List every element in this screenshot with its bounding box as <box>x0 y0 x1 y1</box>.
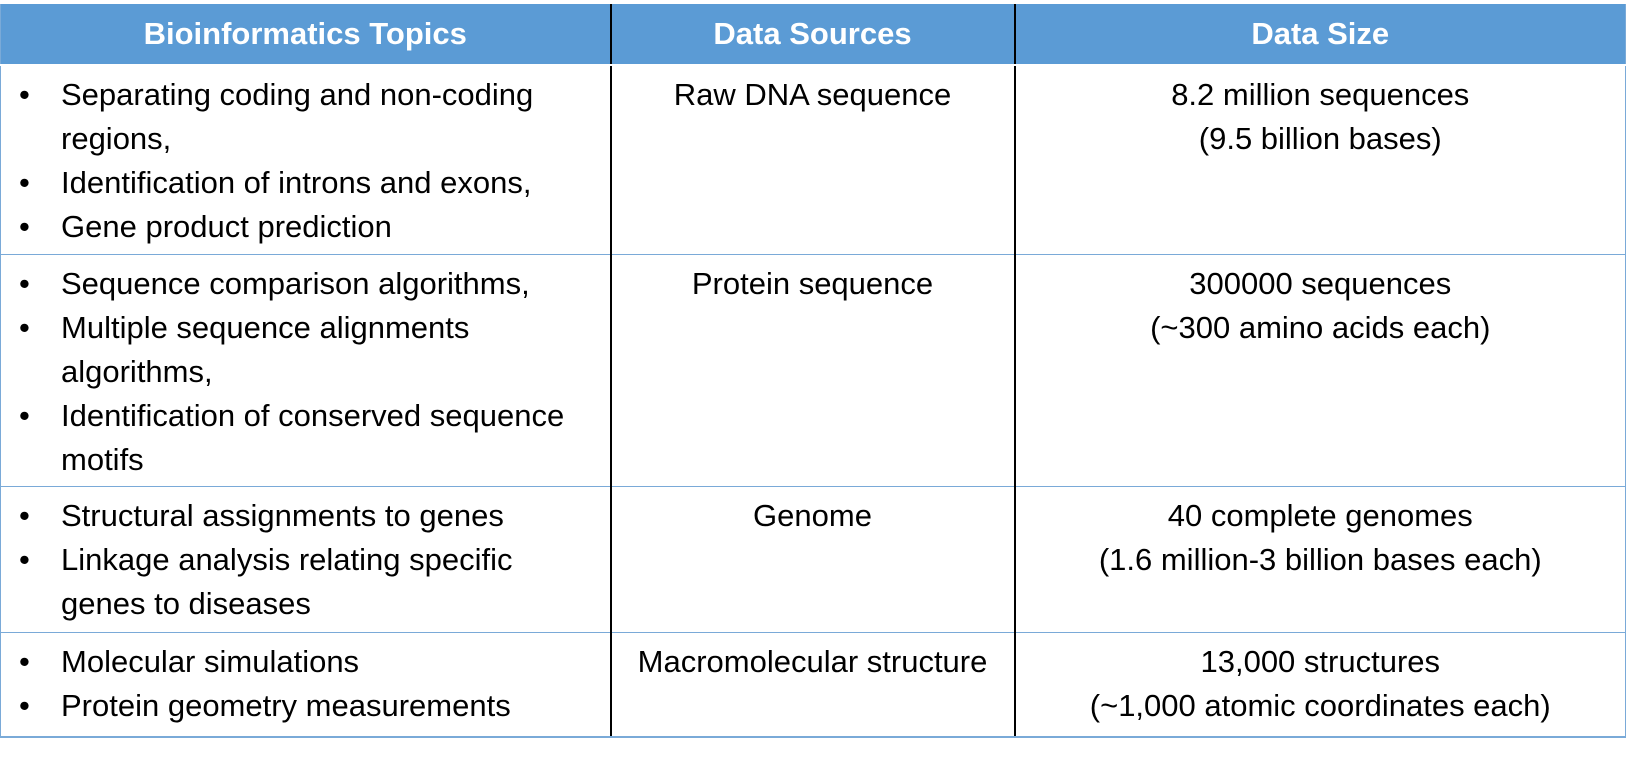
size-detail: (9.5 billion bases) <box>1198 121 1442 156</box>
list-item: Multiple sequence alignments algorithms, <box>11 306 600 394</box>
source-cell: Genome <box>610 486 1016 633</box>
topic-list: Sequence comparison algorithms, Multiple… <box>11 262 600 482</box>
size-primary: 13,000 structures <box>1200 644 1441 679</box>
table-row: Separating coding and non-coding regions… <box>0 65 1626 255</box>
size-cell: 8.2 million sequences (9.5 billion bases… <box>1014 65 1626 255</box>
size-detail: (~300 amino acids each) <box>1150 310 1491 345</box>
topic-list: Molecular simulations Protein geometry m… <box>11 640 600 728</box>
header-sources: Data Sources <box>610 4 1016 66</box>
header-row: Bioinformatics Topics Data Sources Data … <box>0 4 1626 66</box>
list-item: Sequence comparison algorithms, <box>11 262 600 306</box>
header-topics: Bioinformatics Topics <box>0 4 612 66</box>
size-primary: 40 complete genomes <box>1167 498 1473 533</box>
list-item: Gene product prediction <box>11 205 600 249</box>
list-item: Identification of introns and exons, <box>11 161 600 205</box>
size-primary: 8.2 million sequences <box>1171 77 1470 112</box>
size-detail: (1.6 million-3 billion bases each) <box>1098 542 1542 577</box>
source-cell: Protein sequence <box>610 254 1016 487</box>
list-item: Linkage analysis relating specific genes… <box>11 538 600 626</box>
bioinformatics-table: Bioinformatics Topics Data Sources Data … <box>0 4 1626 738</box>
topics-cell: Molecular simulations Protein geometry m… <box>0 632 612 738</box>
topics-cell: Structural assignments to genes Linkage … <box>0 486 612 633</box>
topic-list: Separating coding and non-coding regions… <box>11 73 600 249</box>
table-row: Structural assignments to genes Linkage … <box>0 486 1626 633</box>
size-detail: (~1,000 atomic coordinates each) <box>1089 688 1551 723</box>
topic-list: Structural assignments to genes Linkage … <box>11 494 600 626</box>
header-size: Data Size <box>1014 4 1626 66</box>
size-cell: 40 complete genomes (1.6 million-3 billi… <box>1014 486 1626 633</box>
source-cell: Raw DNA sequence <box>610 65 1016 255</box>
list-item: Molecular simulations <box>11 640 600 684</box>
size-primary: 300000 sequences <box>1189 266 1452 301</box>
size-cell: 13,000 structures (~1,000 atomic coordin… <box>1014 632 1626 738</box>
table-row: Sequence comparison algorithms, Multiple… <box>0 254 1626 487</box>
source-cell: Macromolecular structure <box>610 632 1016 738</box>
list-item: Structural assignments to genes <box>11 494 600 538</box>
topics-cell: Separating coding and non-coding regions… <box>0 65 612 255</box>
topics-cell: Sequence comparison algorithms, Multiple… <box>0 254 612 487</box>
list-item: Protein geometry measurements <box>11 684 600 728</box>
size-cell: 300000 sequences (~300 amino acids each) <box>1014 254 1626 487</box>
table-row: Molecular simulations Protein geometry m… <box>0 632 1626 738</box>
list-item: Identification of conserved sequence mot… <box>11 394 600 482</box>
list-item: Separating coding and non-coding regions… <box>11 73 600 161</box>
